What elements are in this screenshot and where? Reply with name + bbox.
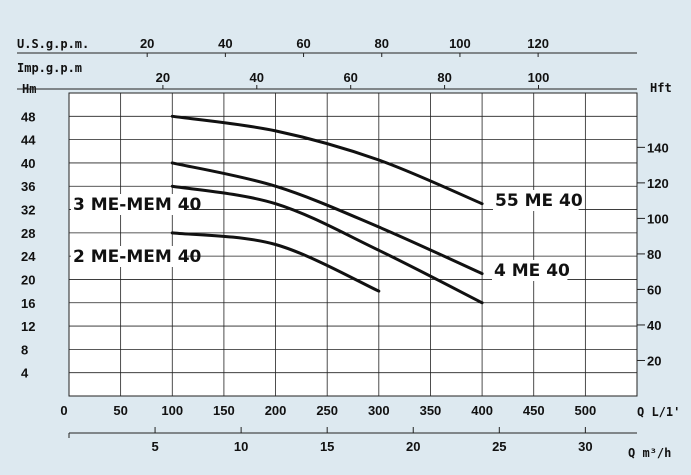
y-right-tick-label: 60 (647, 282, 661, 297)
series-label-bg (71, 194, 188, 215)
impgpm-tick-label: 40 (250, 70, 264, 85)
x-tick-label: 450 (523, 403, 545, 418)
y-left-tick-label: 32 (21, 203, 35, 218)
x-axis-label: Q L/1' (637, 405, 680, 419)
series-label-bg (493, 190, 579, 211)
m3h-axis-label: Q m³/h (628, 446, 671, 460)
y-left-tick-label: 48 (21, 109, 35, 124)
usgpm-tick-label: 20 (140, 36, 154, 51)
m3h-tick-label: 15 (320, 439, 334, 454)
x-tick-label: 300 (368, 403, 390, 418)
axes: 4812162024283236404448Hm2040608010012014… (17, 36, 680, 460)
x-tick-label: 100 (161, 403, 183, 418)
y-left-tick-label: 16 (21, 296, 35, 311)
y-left-tick-label: 40 (21, 156, 35, 171)
series-labels: 55 ME 40 4 ME 40 3 ME-MEM 40 2 ME-MEM 40 (71, 190, 583, 281)
impgpm-axis-label: Imp.g.p.m (17, 61, 82, 75)
series-curve (170, 114, 484, 206)
m3h-tick-label: 20 (406, 439, 420, 454)
y-left-tick-label: 24 (21, 249, 36, 264)
usgpm-tick-label: 120 (527, 36, 549, 51)
plot-area (68, 92, 638, 397)
usgpm-tick-label: 60 (296, 36, 310, 51)
m3h-tick-label: 30 (578, 439, 592, 454)
curves (170, 114, 484, 305)
y-right-tick-label: 140 (647, 140, 669, 155)
impgpm-tick-label: 20 (156, 70, 170, 85)
y-left-tick-label: 20 (21, 272, 35, 287)
y-left-tick-label: 36 (21, 179, 35, 194)
series-label-bg (71, 246, 188, 267)
y-left-tick-label: 28 (21, 226, 35, 241)
series-label-bg (492, 260, 568, 281)
y-right-tick-label: 40 (647, 318, 661, 333)
impgpm-tick-label: 80 (437, 70, 451, 85)
y-right-tick-label: 120 (647, 176, 669, 191)
impgpm-tick-label: 60 (343, 70, 357, 85)
y-right-tick-label: 100 (647, 211, 669, 226)
x-tick-label: 500 (575, 403, 597, 418)
usgpm-tick-label: 80 (375, 36, 389, 51)
m3h-tick-label: 5 (151, 439, 158, 454)
y-left-tick-label: 44 (21, 133, 36, 148)
x-tick-label: 250 (316, 403, 338, 418)
series-label: 4 ME 40 (494, 261, 570, 281)
m3h-tick-label: 10 (234, 439, 248, 454)
x-tick-label: 400 (471, 403, 493, 418)
m3h-tick-label: 25 (492, 439, 506, 454)
usgpm-tick-label: 40 (218, 36, 232, 51)
x-tick-label: 200 (265, 403, 287, 418)
series-label: 2 ME-MEM 40 (73, 247, 202, 267)
series-curve (170, 161, 484, 276)
series-curve (170, 231, 381, 293)
usgpm-tick-label: 100 (449, 36, 471, 51)
x-tick-label: 50 (113, 403, 127, 418)
series-curve (170, 184, 484, 305)
y-right-tick-label: 20 (647, 353, 661, 368)
x-tick-label: 150 (213, 403, 235, 418)
y-left-tick-label: 12 (21, 319, 35, 334)
y-right-unit: Hft (650, 81, 672, 95)
y-left-tick-label: 4 (21, 366, 29, 381)
usgpm-axis-label: U.S.g.p.m. (17, 37, 89, 51)
impgpm-tick-label: 100 (528, 70, 550, 85)
series-label: 3 ME-MEM 40 (73, 195, 202, 215)
y-left-tick-label: 8 (21, 342, 28, 357)
x-tick-label: 350 (420, 403, 442, 418)
y-right-tick-label: 80 (647, 247, 661, 262)
x-tick-label: 0 (60, 403, 67, 418)
series-label: 55 ME 40 (495, 191, 583, 211)
